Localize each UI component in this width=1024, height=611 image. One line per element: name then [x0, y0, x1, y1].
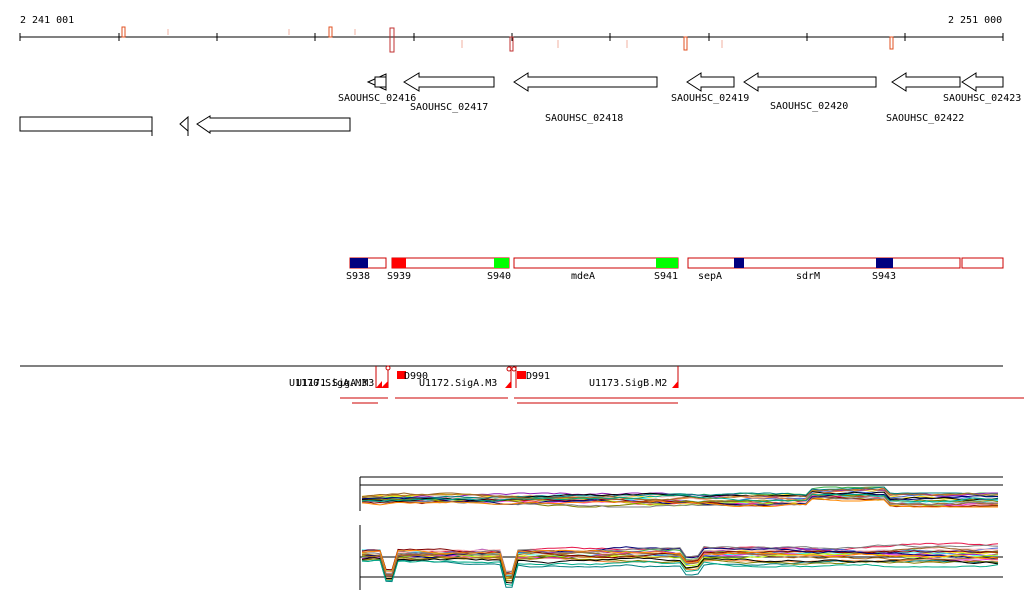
profile-lines-upper: [361, 486, 999, 508]
coordinate-ruler: 2 241 001 2 251 000: [19, 15, 1004, 53]
segment-block-red: [392, 258, 406, 268]
segment-mdeA-S941[interactable]: [513, 257, 679, 269]
tss-flags: [376, 371, 678, 388]
expression-profiles: [359, 476, 1003, 590]
segment-block-navy: [734, 258, 744, 268]
gene-arrow-SAOUHSC_02423[interactable]: [961, 72, 1004, 92]
tss-box-D990[interactable]: [397, 371, 406, 379]
ruler-end-label: 2 251 000: [948, 15, 1002, 26]
gene-label: SAOUHSC_02422: [886, 113, 964, 124]
segment-block-navy: [876, 258, 893, 268]
segment-label: S939: [387, 271, 411, 282]
gene-arrow-SAOUHSC_02418[interactable]: [513, 72, 658, 92]
segment-block-green: [494, 258, 509, 268]
tss-track: U1170.SigA.M3 U1171.SigA.M3 D990 U1172.S…: [20, 365, 1024, 404]
ruler-start-label: 2 241 001: [20, 15, 74, 26]
gene-arrow-SAOUHSC_02416[interactable]: [366, 73, 387, 91]
expression-profile-line: [361, 488, 999, 502]
tss-label: U1170.SigA.M3: [289, 378, 367, 389]
gene-arrow-unlabeled[interactable]: [196, 115, 351, 134]
tss-label: D990: [404, 371, 428, 382]
segment-track: S938 S939 S940 mdeA S941 sepA sdrM S943: [346, 257, 1004, 282]
segment-label: sepA: [698, 271, 722, 282]
segment-label: sdrM: [796, 271, 820, 282]
expression-profile-line: [361, 492, 999, 506]
tss-label: U1172.SigA.M3: [419, 378, 497, 389]
gene-label: SAOUHSC_02423: [943, 93, 1021, 104]
expression-profile-line: [361, 486, 999, 500]
ruler-faint-marks: [167, 29, 723, 48]
ruler-ticks: [19, 33, 1004, 41]
tss-flag-marker[interactable]: [376, 381, 382, 388]
tss-box-D991[interactable]: [517, 371, 526, 379]
segment-block-green: [656, 258, 678, 268]
tss-label: U1171.SigA.M3: [296, 378, 374, 389]
gene-label: SAOUHSC_02420: [770, 101, 848, 112]
segment-label: S940: [487, 271, 511, 282]
ruler-feature-marks: [121, 26, 894, 53]
gene-label: SAOUHSC_02419: [671, 93, 749, 104]
segment-label: S943: [872, 271, 896, 282]
segment-S939-S940[interactable]: [391, 257, 510, 269]
tss-label: D991: [526, 371, 550, 382]
gene-arrow-SAOUHSC_02422[interactable]: [891, 72, 961, 92]
expression-profile-line: [361, 556, 999, 584]
gene-box-unlabeled[interactable]: [19, 116, 153, 132]
gene-label: SAOUHSC_02418: [545, 113, 623, 124]
expression-profile-line: [361, 497, 998, 508]
segment-label: S938: [346, 271, 370, 282]
expression-profile-line: [361, 559, 999, 586]
gene-label: SAOUHSC_02417: [410, 102, 488, 113]
tss-label: U1173.SigB.M2: [589, 378, 667, 389]
expression-profile-line: [361, 551, 999, 579]
expression-profile-line: [361, 546, 999, 578]
gene-arrow-SAOUHSC_02420[interactable]: [743, 72, 877, 92]
gene-arrow-SAOUHSC_02417[interactable]: [403, 72, 495, 92]
profile-lines-lower: [361, 542, 999, 588]
expression-profile-line: [361, 559, 999, 588]
expression-profile-line: [361, 549, 999, 575]
gene-arrow-SAOUHSC_02419[interactable]: [686, 72, 735, 92]
segment-end[interactable]: [961, 257, 1004, 269]
tss-flag-marker[interactable]: [381, 381, 388, 388]
expression-profile-line: [361, 493, 999, 503]
tss-flag-marker[interactable]: [505, 381, 511, 388]
segment-sepA-sdrM-S943[interactable]: [687, 257, 961, 269]
tss-flag-marker[interactable]: [672, 381, 678, 388]
tss-ovals: [385, 365, 517, 372]
gene-labels: SAOUHSC_02416 SAOUHSC_02417 SAOUHSC_0241…: [338, 93, 1021, 124]
segment-block-navy: [350, 258, 368, 268]
segment-label: mdeA: [571, 271, 595, 282]
segment-label: S941: [654, 271, 678, 282]
gene-label: SAOUHSC_02416: [338, 93, 416, 104]
gene-track: [19, 72, 1004, 136]
gene-arrow-small-unlabeled[interactable]: [179, 115, 189, 133]
